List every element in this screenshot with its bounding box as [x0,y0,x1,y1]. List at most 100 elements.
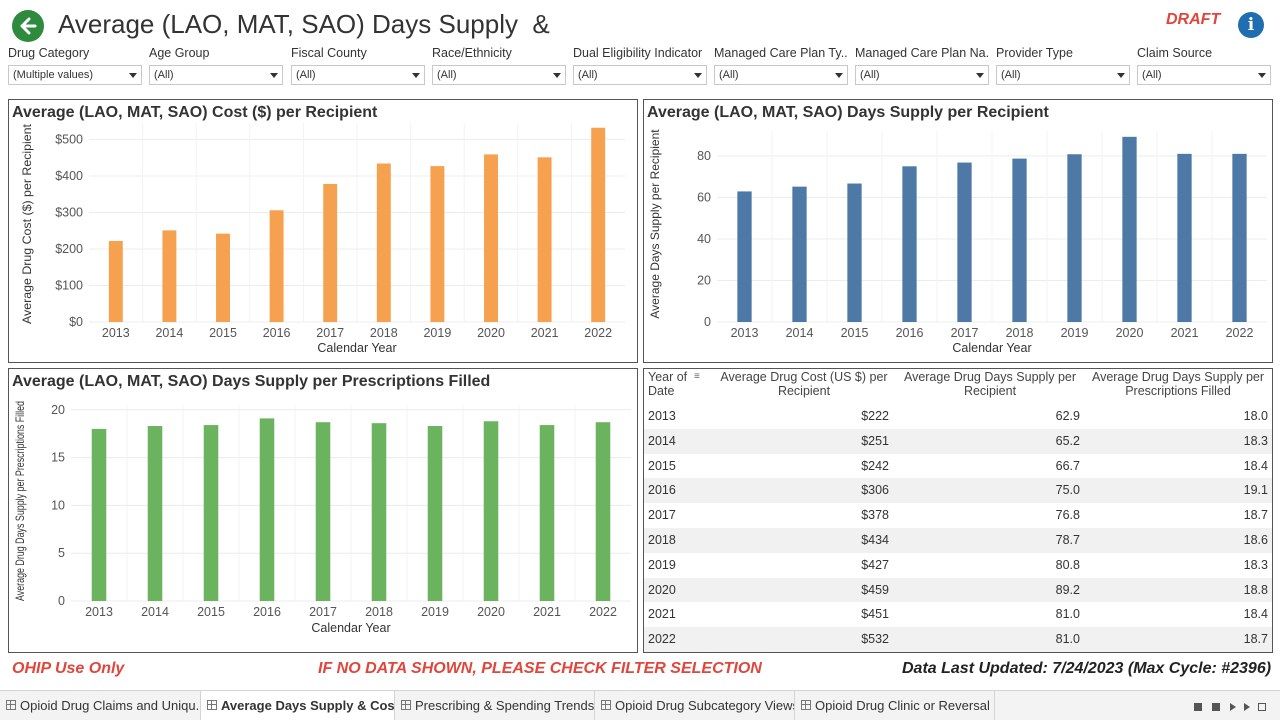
filter-label: Age Group [149,46,210,60]
cost-per-recipient-chart: $0 $100 $200 $300 $400 $500 2013 2014 2015 2016 20… [20,123,625,355]
cell-year: 2019 [648,557,676,572]
bar [1232,153,1247,322]
sheet-list-icon[interactable] [1194,703,1202,711]
table-row[interactable]: 2016 $306 75.0 19.1 [644,478,1272,504]
y-tick-label: 0 [704,315,711,329]
chevron-down-icon [1117,73,1125,78]
filter-dropdown[interactable]: (All) [291,65,425,85]
table-row[interactable]: 2019 $427 80.8 18.3 [644,553,1272,578]
page-title: Average (LAO, MAT, SAO) Days Supply & [58,9,550,39]
filter-dropdown[interactable]: (All) [432,65,566,85]
y-tick-label: $200 [55,242,83,256]
cell-days-per-prescription: 18.0 [1243,409,1268,423]
cell-cost: $451 [861,607,889,622]
cell-days-per-prescription: 19.1 [1243,483,1268,498]
column-header-days-per-recipient[interactable]: Average Drug Days Supply per Recipient [903,370,1077,398]
chevron-down-icon [694,73,702,78]
cell-days-per-recipient: 66.7 [1055,458,1080,473]
cell-days-per-recipient: 75.0 [1055,483,1080,498]
y-tick-label: 10 [51,498,65,512]
sort-icon[interactable]: ≡ [694,371,700,382]
bar [483,421,499,601]
filter-age-group: Age Group (All) [149,46,283,85]
fullscreen-icon[interactable] [1258,703,1266,711]
next-sheet-icon[interactable] [1244,703,1250,711]
chevron-down-icon [1258,73,1266,78]
x-tick-label: 2017 [309,605,337,619]
cell-cost: $242 [861,458,889,473]
cell-cost: $459 [861,582,889,597]
back-arrow-icon[interactable] [12,10,44,42]
bar [1122,136,1137,322]
cell-days-per-prescription: 18.3 [1243,433,1268,448]
x-axis-label: Calendar Year [952,341,1031,355]
y-tick-label: $300 [55,205,83,219]
bar [792,186,807,322]
chevron-down-icon [270,73,278,78]
table-row[interactable]: 2015 $242 66.7 18.4 [644,454,1272,479]
bar [427,426,443,601]
filter-dropdown[interactable]: (All) [573,65,707,85]
filter-value: (All) [719,69,739,81]
tab-average-days-supply[interactable]: Average Days Supply & Costs [201,691,395,720]
table-row[interactable]: 2021 $451 81.0 18.4 [644,602,1272,627]
y-tick-label: $0 [69,315,83,329]
tab-opioid-drug-claims[interactable]: Opioid Drug Claims and Uniqu... [0,691,201,720]
bar [902,166,917,322]
cell-days-per-recipient: 80.8 [1055,557,1080,572]
filter-dropdown[interactable]: (Multiple values) [8,65,142,85]
x-tick-label: 2022 [584,326,612,340]
x-tick-label: 2016 [896,326,924,340]
x-tick-label: 2019 [421,605,449,619]
ohip-use-only-label: OHIP Use Only [12,660,125,677]
table-row[interactable]: 2017 $378 76.8 18.7 [644,503,1272,528]
column-header-year[interactable]: Year of Date [648,370,688,398]
tab-opioid-clinic-reversal[interactable]: Opioid Drug Clinic or Reversal [795,691,995,720]
prev-sheet-icon[interactable] [1230,703,1236,711]
x-tick-label: 2013 [85,605,113,619]
bar [259,418,275,601]
y-tick-label: 60 [697,190,711,204]
cell-days-per-prescription: 18.3 [1243,557,1268,572]
table-row[interactable]: 2018 $434 78.7 18.6 [644,528,1272,553]
cell-days-per-prescription: 18.6 [1243,533,1268,547]
table-row[interactable]: 2014 $251 65.2 18.3 [644,428,1272,454]
column-header-days-per-prescription[interactable]: Average Drug Days Supply per Prescriptio… [1091,370,1265,398]
info-icon[interactable]: i [1238,12,1264,38]
cell-days-per-recipient: 89.2 [1055,582,1080,597]
cell-year: 2021 [648,607,676,622]
cell-cost: $251 [861,433,889,448]
table-row[interactable]: 2020 $459 89.2 18.8 [644,577,1272,603]
tab-opioid-subcategory[interactable]: Opioid Drug Subcategory Views [595,691,795,720]
y-tick-label: 0 [58,594,65,608]
first-sheet-icon[interactable] [1212,703,1220,711]
table-header: Year of Date ≡ Average Drug Cost (US $) … [644,369,1272,403]
bar [108,240,123,322]
bar [957,162,972,322]
cell-days-per-prescription: 18.4 [1243,607,1268,622]
table-row[interactable]: 2022 $532 81.0 18.7 [644,627,1272,652]
filter-dropdown[interactable]: (All) [855,65,989,85]
bar [737,191,752,322]
filter-dropdown[interactable]: (All) [996,65,1130,85]
chart-title: Average (LAO, MAT, SAO) Cost ($) per Rec… [12,104,378,121]
filter-value: (All) [296,69,316,81]
bar [1067,154,1082,322]
cell-year: 2013 [648,409,676,423]
x-tick-label: 2020 [477,605,505,619]
table-row[interactable]: 2013 $222 62.9 18.0 [644,404,1272,429]
bar [430,166,445,322]
column-header-cost[interactable]: Average Drug Cost (US $) per Recipient [720,370,888,398]
tab-prescribing-spending[interactable]: Prescribing & Spending Trends [395,691,595,720]
x-tick-label: 2015 [197,605,225,619]
filter-dropdown[interactable]: (All) [714,65,848,85]
bar [216,233,230,322]
x-tick-label: 2022 [589,605,617,619]
y-tick-label: 20 [51,403,65,417]
chart-title: Average (LAO, MAT, SAO) Days Supply per … [12,373,491,390]
filter-dropdown[interactable]: (All) [1137,65,1271,85]
filter-value: (Multiple values) [13,69,94,81]
filter-value: (All) [578,69,598,81]
filter-dropdown[interactable]: (All) [149,65,283,85]
tab-label: Average Days Supply & Costs [221,698,395,713]
